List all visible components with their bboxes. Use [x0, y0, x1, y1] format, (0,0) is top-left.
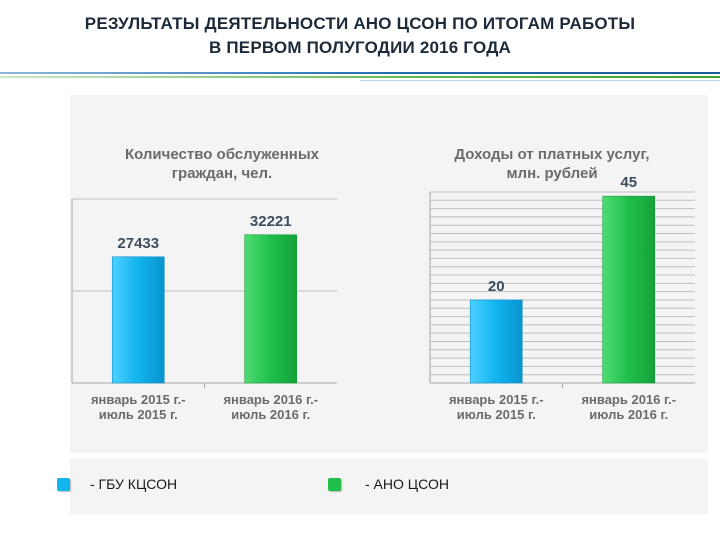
chart-2-category-label-1-line-2: июль 2015 г.: [457, 407, 536, 422]
chart-2-title: Доходы от платных услуг, млн. рублей: [402, 145, 702, 183]
page-title-line-2: В ПЕРВОМ ПОЛУГОДИИ 2016 ГОДА: [208, 38, 511, 57]
chart-2-title-line-1: Доходы от платных услуг,: [454, 146, 650, 163]
legend-label-gbu: - ГБУ КЦСОН: [90, 476, 178, 492]
chart-2-data-label-1: 20: [488, 278, 505, 295]
chart-2-category-label-2-line-2: июль 2016 г.: [589, 407, 668, 422]
legend-swatch-green: [328, 478, 341, 491]
chart-1-bar-2: [244, 234, 298, 384]
header-stripe-green: [0, 76, 720, 78]
page-title-line-1: РЕЗУЛЬТАТЫ ДЕЯТЕЛЬНОСТИ АНО ЦСОН ПО ИТОГ…: [84, 14, 636, 33]
chart-2-bar-2: [602, 195, 656, 384]
chart-2-bar-1: [469, 299, 523, 384]
legend-swatch-blue: [57, 478, 70, 491]
chart-1-category-label-2-line-1: январь 2016 г.-: [223, 392, 318, 407]
chart-1-data-label-2: 32221: [250, 213, 292, 230]
header-stripe-light: [360, 80, 720, 81]
chart-1-category-label-1-line-2: июль 2015 г.: [99, 407, 178, 422]
chart-2-category-label-1-line-1: январь 2015 г.-: [449, 392, 544, 407]
chart-2-title-line-2: млн. рублей: [506, 165, 598, 182]
legend-label-ano: - АНО ЦСОН: [365, 476, 449, 492]
charts-panel: [70, 95, 708, 453]
chart-1-title-line-2: граждан, чел.: [171, 165, 273, 182]
legend-panel: [70, 458, 708, 514]
chart-1-bar-1: [111, 256, 165, 384]
chart-2-data-label-2: 45: [620, 174, 637, 191]
header: РЕЗУЛЬТАТЫ ДЕЯТЕЛЬНОСТИ АНО ЦСОН ПО ИТОГ…: [0, 0, 720, 81]
chart-1-category-label-1-line-1: январь 2015 г.-: [91, 392, 186, 407]
header-stripe-blue: [0, 72, 720, 74]
chart-1-title: Количество обслуженных граждан, чел.: [72, 145, 372, 183]
chart-1-title-line-1: Количество обслуженных: [124, 146, 320, 163]
chart-1-data-label-1: 27433: [117, 235, 159, 252]
chart-2-category-label-2-line-1: январь 2016 г.-: [581, 392, 676, 407]
chart-1-category-label-2-line-2: июль 2016 г.: [231, 407, 310, 422]
